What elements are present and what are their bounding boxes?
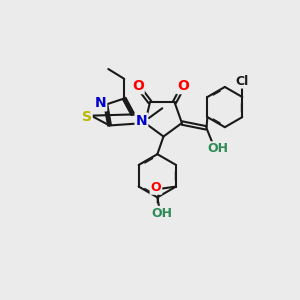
Text: O: O [177, 79, 189, 93]
Text: N: N [136, 114, 147, 128]
Text: OH: OH [152, 207, 173, 220]
Text: O: O [151, 181, 161, 194]
Text: S: S [82, 110, 92, 124]
Text: Cl: Cl [236, 75, 249, 88]
Text: N: N [94, 96, 106, 110]
Text: O: O [132, 79, 144, 93]
Text: OH: OH [207, 142, 228, 155]
